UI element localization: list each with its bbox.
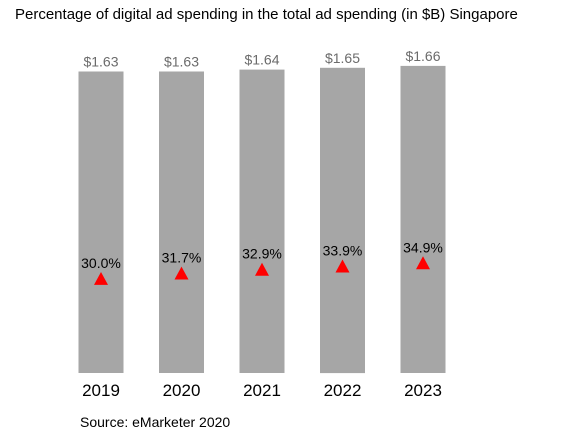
bar xyxy=(239,69,285,373)
pct-marker xyxy=(94,272,108,285)
chart-title: Percentage of digital ad spending in the… xyxy=(15,6,518,23)
bar xyxy=(400,65,446,374)
x-tick-label: 2021 xyxy=(243,381,281,400)
bar xyxy=(159,71,204,373)
bar xyxy=(78,71,124,373)
bar-value-label: $1.66 xyxy=(405,48,440,64)
x-tick-label: 2022 xyxy=(324,381,362,400)
bar-value-label: $1.63 xyxy=(83,54,118,70)
bar xyxy=(320,67,365,374)
pct-marker xyxy=(174,266,189,280)
pct-marker xyxy=(335,259,350,273)
x-axis-ticks: 2019 2020 2021 2022 2023 xyxy=(82,381,442,400)
pct-value-label: 32.9% xyxy=(242,246,282,262)
bar-value-label: $1.63 xyxy=(164,54,199,70)
markers-layer xyxy=(94,256,430,285)
x-tick-label: 2023 xyxy=(404,381,442,400)
bar-value-label: $1.65 xyxy=(325,50,360,66)
bar-value-label: $1.64 xyxy=(244,52,279,68)
bar-labels-layer: $1.63 $1.63 $1.64 $1.65 $1.66 xyxy=(83,48,440,70)
pct-labels-layer: 30.0% 31.7% 32.9% 33.9% 34.9% xyxy=(81,239,443,271)
pct-value-label: 30.0% xyxy=(81,255,121,271)
pct-marker xyxy=(255,262,269,276)
bars-layer xyxy=(78,65,446,374)
pct-value-label: 33.9% xyxy=(323,243,363,259)
pct-marker xyxy=(416,256,430,270)
pct-value-label: 34.9% xyxy=(403,239,443,255)
x-tick-label: 2020 xyxy=(163,381,201,400)
pct-value-label: 31.7% xyxy=(162,250,202,266)
source-note: Source: eMarketer 2020 xyxy=(80,414,231,430)
x-tick-label: 2019 xyxy=(82,381,120,400)
